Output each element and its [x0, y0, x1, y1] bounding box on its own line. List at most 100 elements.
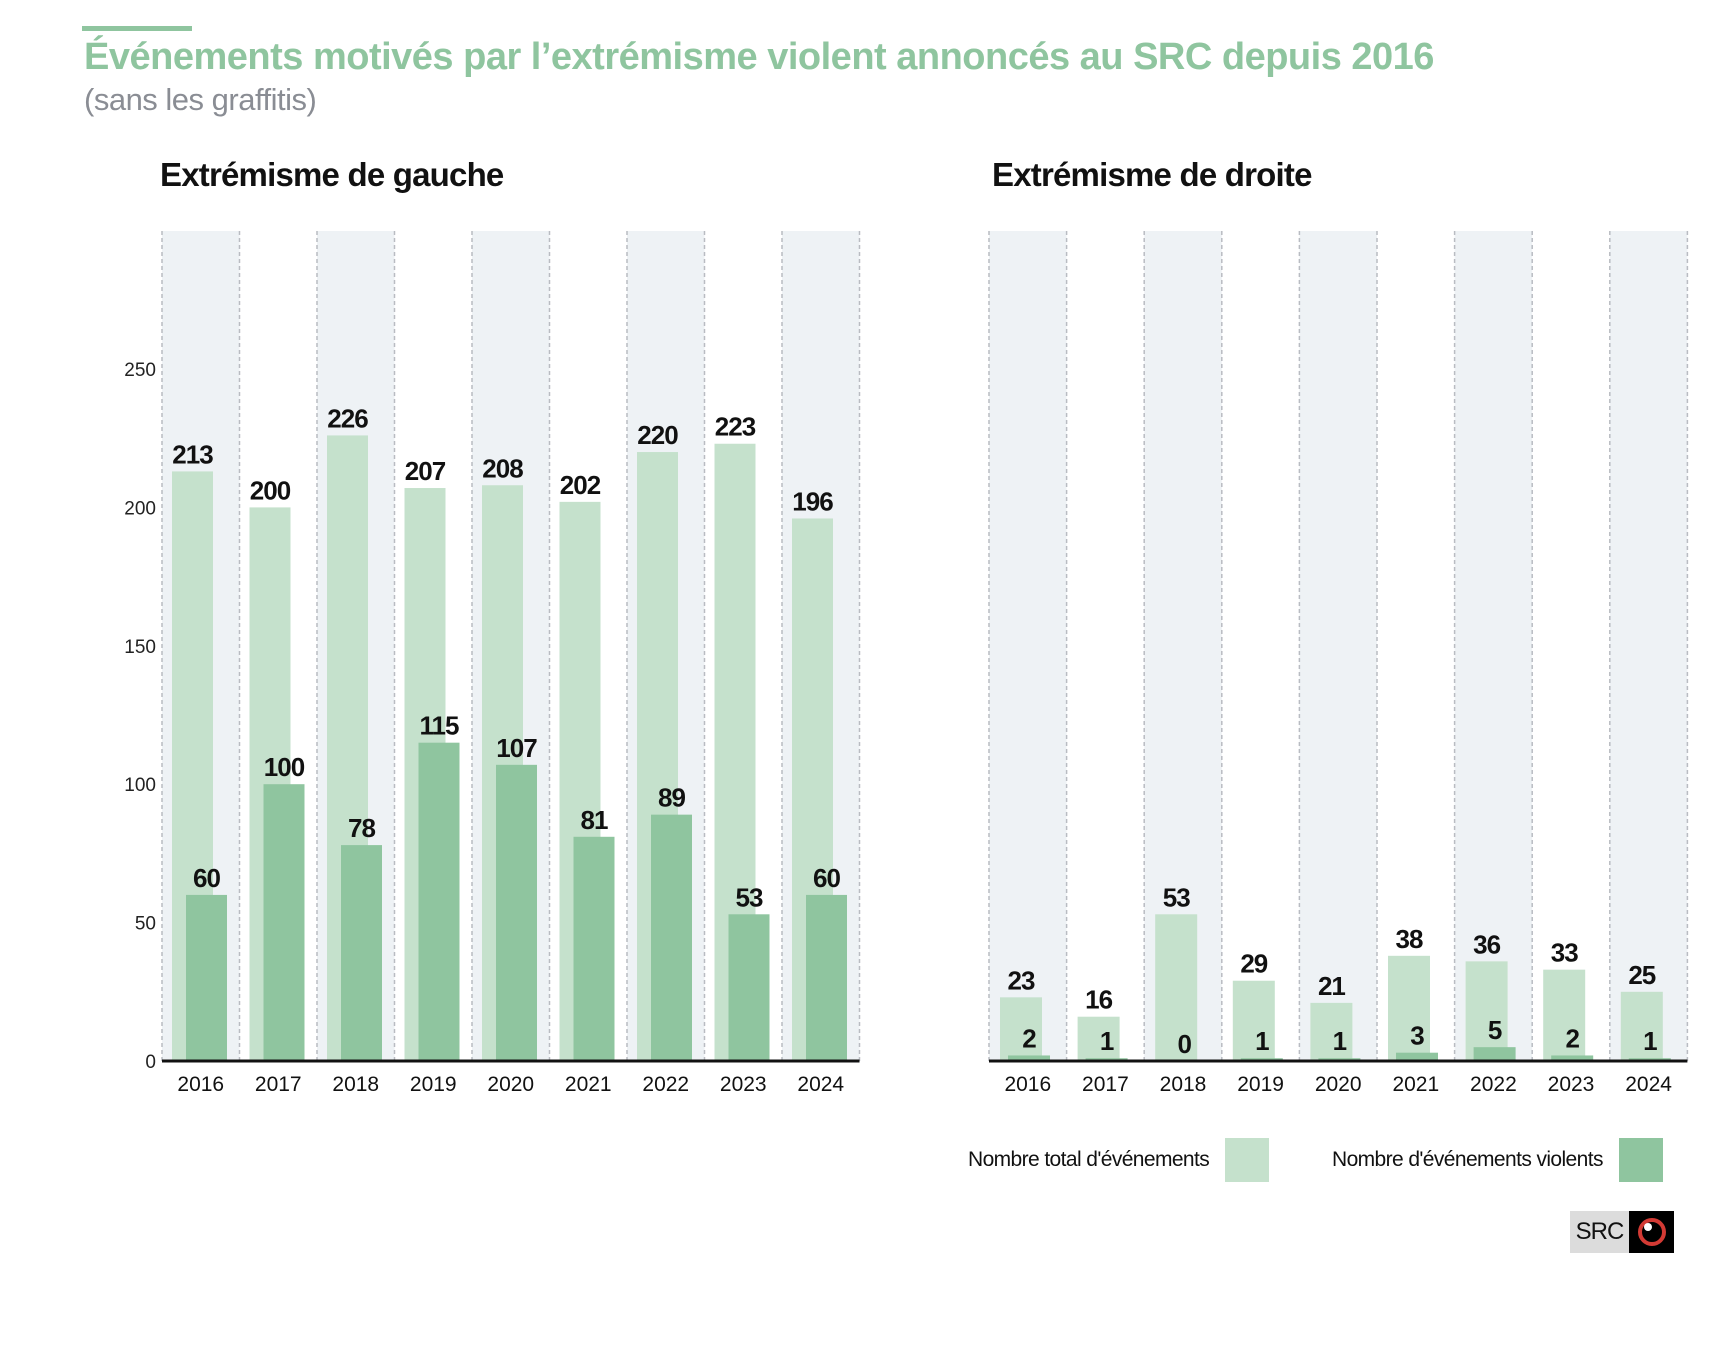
x-tick-label: 2023: [1548, 1073, 1595, 1096]
bar-violent-2020: [496, 764, 537, 1061]
panel-title-right: Extrémisme de droite: [992, 156, 1312, 193]
x-tick-label: 2020: [1315, 1073, 1362, 1096]
data-label-total: 29: [1240, 949, 1267, 979]
bar-total-2019: [1232, 980, 1275, 1061]
chart-title: Événements motivés par l’extrémisme viol…: [84, 36, 1434, 78]
data-label-total: 202: [560, 470, 601, 500]
x-tick-label: 2021: [565, 1073, 612, 1096]
bar-violent-2022: [1473, 1047, 1516, 1061]
legend-swatch-total: [1225, 1138, 1270, 1182]
data-label-violent: 107: [496, 733, 537, 763]
column-shade: [1299, 231, 1377, 1061]
x-tick-label: 2020: [487, 1073, 534, 1096]
x-tick-label: 2021: [1392, 1073, 1439, 1096]
legend-swatch-violent: [1618, 1138, 1663, 1182]
bar-violent-2019: [418, 742, 460, 1061]
src-logo-text: SRC: [1570, 1211, 1629, 1253]
data-label-total: 226: [327, 403, 368, 433]
y-tick-label: 50: [135, 914, 156, 935]
x-tick-label: 2019: [410, 1073, 457, 1096]
y-tick-label: 0: [145, 1052, 156, 1073]
bar-total-2023: [1543, 969, 1586, 1061]
data-label-violent: 60: [193, 863, 220, 893]
bar-violent-2024: [806, 894, 847, 1061]
data-label-total: 220: [637, 420, 678, 450]
bar-violent-2017: [263, 784, 305, 1061]
data-label-violent: 100: [264, 752, 305, 782]
bar-violent-2016: [1008, 1055, 1050, 1061]
data-label-total: 223: [715, 412, 756, 442]
x-tick-label: 2019: [1237, 1073, 1284, 1096]
x-tick-label: 2023: [720, 1073, 767, 1096]
column-shade: [1454, 231, 1533, 1061]
data-label-violent: 2: [1565, 1023, 1579, 1053]
bar-violent-2022: [651, 814, 692, 1061]
y-tick-label: 250: [124, 360, 156, 381]
bar-violent-2023: [728, 914, 770, 1061]
data-label-total: 213: [172, 439, 213, 469]
legend-label-violent: Nombre d'événements violents: [1332, 1148, 1603, 1171]
chart-right-extremism: 2322016161201753020182912019211202038320…: [988, 231, 1689, 1096]
legend-item-total: Nombre total d'événements: [968, 1138, 1270, 1182]
data-label-violent: 3: [1410, 1021, 1424, 1051]
bar-violent-2016: [186, 894, 227, 1061]
data-label-total: 16: [1085, 985, 1112, 1015]
chart-subtitle: (sans les graffitis): [84, 82, 317, 117]
x-tick-label: 2024: [797, 1073, 844, 1096]
data-label-violent: 81: [581, 805, 608, 835]
data-label-total: 21: [1318, 971, 1345, 1001]
y-tick-label: 200: [124, 498, 156, 519]
data-label-total: 33: [1551, 938, 1578, 968]
bar-total-2021: [1388, 955, 1430, 1061]
x-tick-label: 2016: [177, 1073, 224, 1096]
data-label-violent: 60: [813, 863, 840, 893]
eye-icon: [1629, 1211, 1674, 1253]
bar-violent-2021: [1396, 1052, 1438, 1061]
data-label-total: 196: [792, 486, 833, 516]
bar-total-2016: [1000, 997, 1042, 1061]
x-tick-label: 2022: [642, 1073, 689, 1096]
column-shade: [989, 231, 1067, 1061]
data-label-violent: 78: [348, 813, 375, 843]
src-logo: SRC: [1570, 1211, 1674, 1253]
x-tick-label: 2017: [255, 1073, 302, 1096]
x-tick-label: 2018: [1160, 1073, 1207, 1096]
data-label-total: 53: [1163, 882, 1190, 912]
legend-item-violent: Nombre d'événements violents: [1332, 1138, 1663, 1182]
data-label-violent: 53: [736, 882, 763, 912]
bar-violent-2018: [341, 845, 382, 1061]
data-label-violent: 0: [1177, 1029, 1191, 1059]
bar-total-2020: [1310, 1002, 1353, 1061]
data-label-violent: 1: [1333, 1026, 1347, 1056]
data-label-total: 200: [250, 475, 291, 505]
y-tick-label: 150: [124, 637, 156, 658]
panel-title-left: Extrémisme de gauche: [160, 156, 504, 193]
data-label-violent: 2: [1022, 1023, 1036, 1053]
column-shade: [1609, 231, 1688, 1061]
x-tick-label: 2018: [332, 1073, 379, 1096]
bar-total-2018: [1155, 914, 1198, 1061]
bar-violent-2021: [573, 836, 615, 1061]
data-label-violent: 115: [420, 711, 459, 741]
data-label-total: 36: [1473, 929, 1500, 959]
chart-left-extremism: 213 60 2016 200 100 2017 226 78 2018 207 115 2019 20…: [124, 231, 861, 1096]
data-label-total: 207: [405, 456, 446, 486]
data-label-violent: 5: [1488, 1015, 1502, 1045]
x-tick-label: 2016: [1004, 1073, 1051, 1096]
bar-total-2024: [1620, 991, 1663, 1061]
bar-total-2017: [1077, 1016, 1120, 1061]
data-label-total: 38: [1396, 924, 1423, 954]
data-label-violent: 89: [658, 783, 685, 813]
legend-label-total: Nombre total d'événements: [968, 1148, 1210, 1171]
data-label-total: 23: [1008, 965, 1035, 995]
data-label-total: 208: [482, 453, 523, 483]
data-label-violent: 1: [1100, 1026, 1114, 1056]
bar-violent-2023: [1551, 1055, 1594, 1061]
data-label-violent: 1: [1643, 1026, 1657, 1056]
x-tick-label: 2024: [1625, 1073, 1672, 1096]
data-label-violent: 1: [1255, 1026, 1269, 1056]
x-tick-label: 2017: [1082, 1073, 1129, 1096]
bar-total-2022: [1465, 961, 1508, 1061]
x-tick-label: 2022: [1470, 1073, 1517, 1096]
title-accent-bar: [82, 26, 192, 31]
